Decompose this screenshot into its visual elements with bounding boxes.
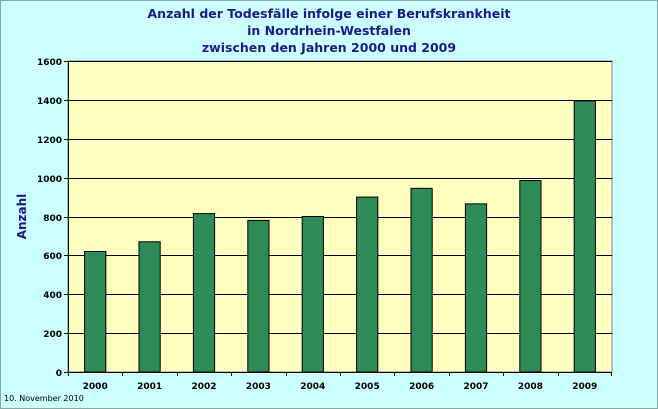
bar-2008	[519, 180, 542, 373]
x-tick-label: 2002	[191, 382, 216, 392]
y-tick-label: 600	[43, 252, 62, 262]
x-tick-label: 2004	[300, 382, 325, 392]
x-tick-label: 2005	[355, 382, 380, 392]
y-tick-label: 200	[43, 330, 62, 340]
chart-title: Anzahl der Todesfälle infolge einer Beru…	[0, 5, 658, 56]
bar-2002	[192, 213, 216, 373]
y-tick-label: 1600	[37, 58, 62, 68]
y-axis-label: Anzahl	[15, 194, 29, 240]
y-tick-label: 400	[43, 291, 62, 301]
y-tick-label: 1400	[37, 97, 62, 107]
x-tick-labels: 2000 2001 2002 2003 2004 2005 2006 2007 2008 2009	[83, 382, 598, 392]
axes	[64, 61, 612, 376]
title-line-2: in Nordrhein-Westfalen	[247, 23, 411, 38]
x-tick-label: 2000	[83, 382, 108, 392]
x-tick-label: 2003	[246, 382, 271, 392]
y-tick-label: 0	[56, 369, 62, 379]
bar-2003	[247, 219, 270, 373]
bar-2001	[138, 241, 161, 373]
bar-2000	[84, 250, 107, 373]
x-tick-label: 2008	[518, 382, 543, 392]
y-tick-label: 1200	[37, 136, 62, 146]
bar-2005	[356, 196, 379, 373]
bar-2007	[464, 203, 488, 373]
footnote-date: 10. November 2010	[4, 394, 84, 403]
bar-2009	[573, 100, 596, 373]
title-line-3: zwischen den Jahren 2000 und 2009	[201, 40, 457, 55]
bars	[84, 100, 596, 373]
y-tick-label: 1000	[37, 175, 62, 185]
x-tick-label: 2006	[409, 382, 434, 392]
y-tick-labels: 0 200 400 600 800 1000 1200 1400 1600	[37, 58, 62, 379]
y-tick-label: 800	[43, 214, 62, 224]
x-tick-label: 2007	[463, 382, 488, 392]
x-tick-label: 2009	[572, 382, 597, 392]
bar-2004	[301, 216, 324, 373]
title-line-1: Anzahl der Todesfälle infolge einer Beru…	[147, 6, 511, 21]
x-tick-label: 2001	[137, 382, 162, 392]
bar-2006	[410, 187, 433, 373]
